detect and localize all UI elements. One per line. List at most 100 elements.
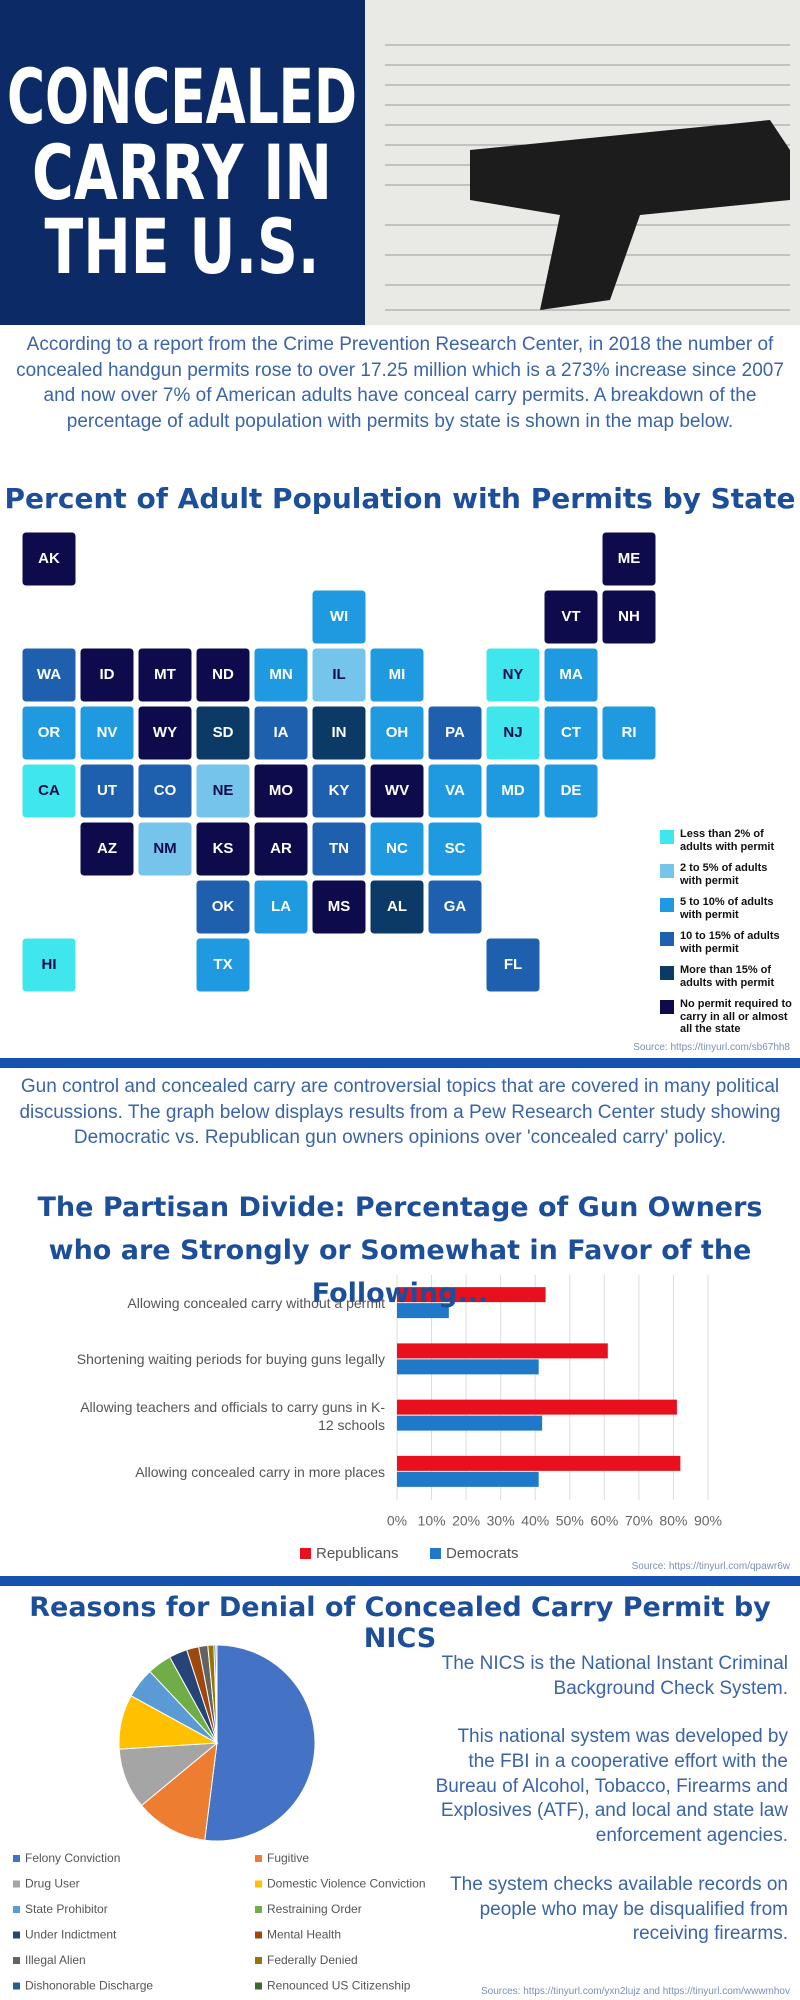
legend-swatch bbox=[13, 1957, 20, 1964]
state-tile bbox=[79, 763, 135, 819]
bar-chart-title: The Partisan Divide: Percentage of Gun O… bbox=[37, 1192, 763, 1310]
state-label: OH bbox=[386, 724, 409, 741]
state-tile bbox=[311, 705, 367, 761]
state-tile bbox=[311, 821, 367, 877]
state-tile bbox=[21, 647, 77, 703]
state-label: MI bbox=[389, 666, 406, 683]
state-label: OR bbox=[38, 724, 61, 741]
legend-swatch bbox=[660, 932, 674, 946]
state-tile bbox=[137, 821, 193, 877]
state-label: OK bbox=[212, 898, 235, 915]
intro-text: According to a report from the Crime Pre… bbox=[16, 334, 784, 432]
nics-text: The NICS is the National Instant Crimina… bbox=[430, 1652, 788, 1971]
state-tile bbox=[253, 879, 309, 935]
state-label: FL bbox=[504, 956, 522, 973]
x-tick-label: 10% bbox=[418, 1513, 446, 1529]
state-tile bbox=[369, 879, 425, 935]
state-label: DE bbox=[561, 782, 582, 799]
legend-label: Democrats bbox=[446, 1545, 519, 1562]
state-tile bbox=[195, 937, 251, 993]
legend-label: Republicans bbox=[316, 1545, 399, 1562]
x-tick-label: 20% bbox=[452, 1513, 480, 1529]
divider bbox=[0, 1058, 800, 1068]
state-tile bbox=[485, 763, 541, 819]
state-label: CO bbox=[154, 782, 177, 799]
state-label: LA bbox=[271, 898, 291, 915]
state-tile bbox=[601, 589, 657, 645]
legend-label: 5 to 10% of adults with permit bbox=[680, 896, 774, 921]
state-tile bbox=[311, 647, 367, 703]
state-tile bbox=[311, 763, 367, 819]
state-label: ME bbox=[618, 550, 641, 567]
state-label: TN bbox=[329, 840, 349, 857]
state-label: NE bbox=[213, 782, 234, 799]
state-tile bbox=[253, 647, 309, 703]
state-tile bbox=[195, 763, 251, 819]
x-tick-label: 30% bbox=[487, 1513, 515, 1529]
state-label: GA bbox=[444, 898, 467, 915]
state-tile bbox=[21, 531, 77, 587]
state-tile bbox=[369, 647, 425, 703]
bar bbox=[397, 1343, 608, 1359]
legend-swatch bbox=[255, 1957, 262, 1964]
state-label: HI bbox=[42, 956, 57, 973]
divider bbox=[0, 1576, 800, 1586]
state-label: IL bbox=[332, 666, 345, 683]
category-label: Allowing concealed carry without a permi… bbox=[127, 1295, 385, 1312]
legend-label: Illegal Alien bbox=[25, 1953, 86, 1967]
legend-swatch bbox=[300, 1548, 311, 1559]
state-tile bbox=[137, 705, 193, 761]
state-label: SD bbox=[213, 724, 234, 741]
state-label: AK bbox=[38, 550, 60, 567]
legend-label: Domestic Violence Conviction bbox=[267, 1877, 426, 1891]
legend-swatch bbox=[660, 864, 674, 878]
x-tick-label: 80% bbox=[659, 1513, 687, 1529]
legend-label: Drug User bbox=[25, 1877, 80, 1891]
state-label: WV bbox=[385, 782, 409, 799]
legend-label: 10 to 15% of adults with permit bbox=[680, 930, 780, 955]
bar bbox=[397, 1399, 677, 1415]
legend-swatch bbox=[255, 1906, 262, 1913]
legend-label: Federally Denied bbox=[267, 1953, 358, 1967]
state-label: RI bbox=[622, 724, 637, 741]
state-tile bbox=[369, 705, 425, 761]
state-tile bbox=[79, 705, 135, 761]
state-tile bbox=[427, 879, 483, 935]
legend-label: Felony Conviction bbox=[25, 1851, 120, 1865]
legend-label: Fugitive bbox=[267, 1851, 309, 1865]
state-tile bbox=[137, 647, 193, 703]
x-tick-label: 90% bbox=[694, 1513, 722, 1529]
sources: Sources: https://tinyurl.com/yxn2lujz an… bbox=[480, 1986, 790, 1997]
state-label: IN bbox=[332, 724, 347, 741]
state-tile bbox=[79, 821, 135, 877]
state-label: MN bbox=[269, 666, 292, 683]
legend-swatch bbox=[255, 1982, 262, 1990]
state-label: NJ bbox=[503, 724, 522, 741]
legend-label: Under Indictment bbox=[25, 1928, 117, 1942]
state-label: CT bbox=[561, 724, 581, 741]
category-label: Allowing concealed carry in more places bbox=[135, 1463, 385, 1480]
state-label: NM bbox=[153, 840, 176, 857]
state-tile bbox=[543, 763, 599, 819]
state-label: MO bbox=[269, 782, 293, 799]
state-tile bbox=[601, 531, 657, 587]
bar bbox=[397, 1471, 539, 1487]
paragraph: Gun control and concealed carry are cont… bbox=[19, 1076, 781, 1149]
state-label: WA bbox=[37, 666, 61, 683]
state-label: MD bbox=[501, 782, 524, 799]
state-label: UT bbox=[97, 782, 117, 799]
pie-chart-title: Reasons for Denial of Concealed Carry Pe… bbox=[29, 1592, 771, 1654]
header-title: CONCEALED bbox=[7, 52, 357, 141]
x-tick-label: 0% bbox=[387, 1513, 407, 1529]
state-tile bbox=[195, 821, 251, 877]
legend-swatch bbox=[660, 1000, 674, 1014]
category-label: Shortening waiting periods for buying gu… bbox=[76, 1351, 385, 1368]
x-tick-label: 40% bbox=[521, 1513, 549, 1529]
legend-swatch bbox=[13, 1880, 20, 1888]
state-label: NC bbox=[386, 840, 408, 857]
pie-slice bbox=[140, 1741, 218, 1841]
state-label: WI bbox=[330, 608, 348, 625]
legend-label: Mental Health bbox=[267, 1928, 341, 1942]
